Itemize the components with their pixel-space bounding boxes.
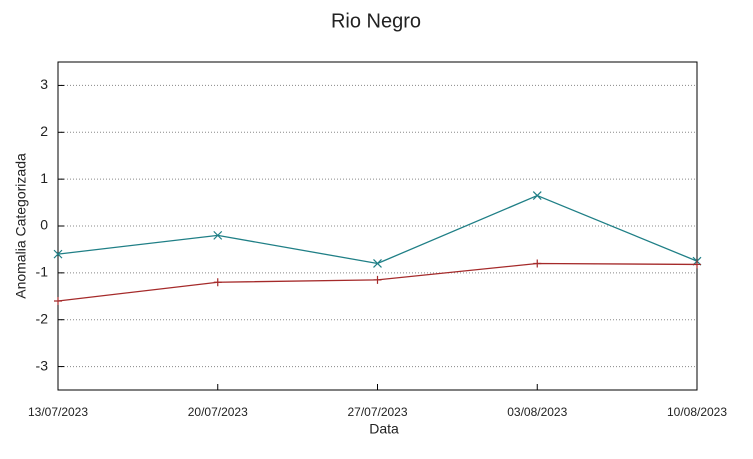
point-marker xyxy=(532,191,542,200)
y-tick-label: 2 xyxy=(40,123,48,139)
y-tick-label: 1 xyxy=(40,170,48,186)
y-tick-label: 3 xyxy=(40,76,48,92)
y-tick-label: -3 xyxy=(36,357,49,373)
point-marker xyxy=(213,278,222,287)
point-marker xyxy=(373,259,382,268)
series-line xyxy=(57,194,698,265)
x-tick-label: 13/07/2023 xyxy=(28,405,88,419)
x-tick-label: 10/08/2023 xyxy=(667,405,727,419)
point-marker xyxy=(53,249,63,259)
y-tick-label: 0 xyxy=(40,217,48,233)
x-tick-label: 03/08/2023 xyxy=(507,405,567,419)
chart-title: Rio Negro xyxy=(331,10,421,32)
x-tick-label: 20/07/2023 xyxy=(188,405,248,419)
y-tick-label: -2 xyxy=(36,310,49,326)
point-marker xyxy=(533,259,542,268)
point-marker xyxy=(693,260,701,269)
y-axis-label: Anomalia Categorizada xyxy=(13,153,29,299)
point-marker xyxy=(373,275,382,284)
x-tick-label: 27/07/2023 xyxy=(347,405,407,419)
point-marker xyxy=(54,296,62,305)
y-tick-label: -1 xyxy=(36,264,49,280)
x-axis-label: Data xyxy=(369,421,399,437)
point-marker xyxy=(213,230,223,240)
